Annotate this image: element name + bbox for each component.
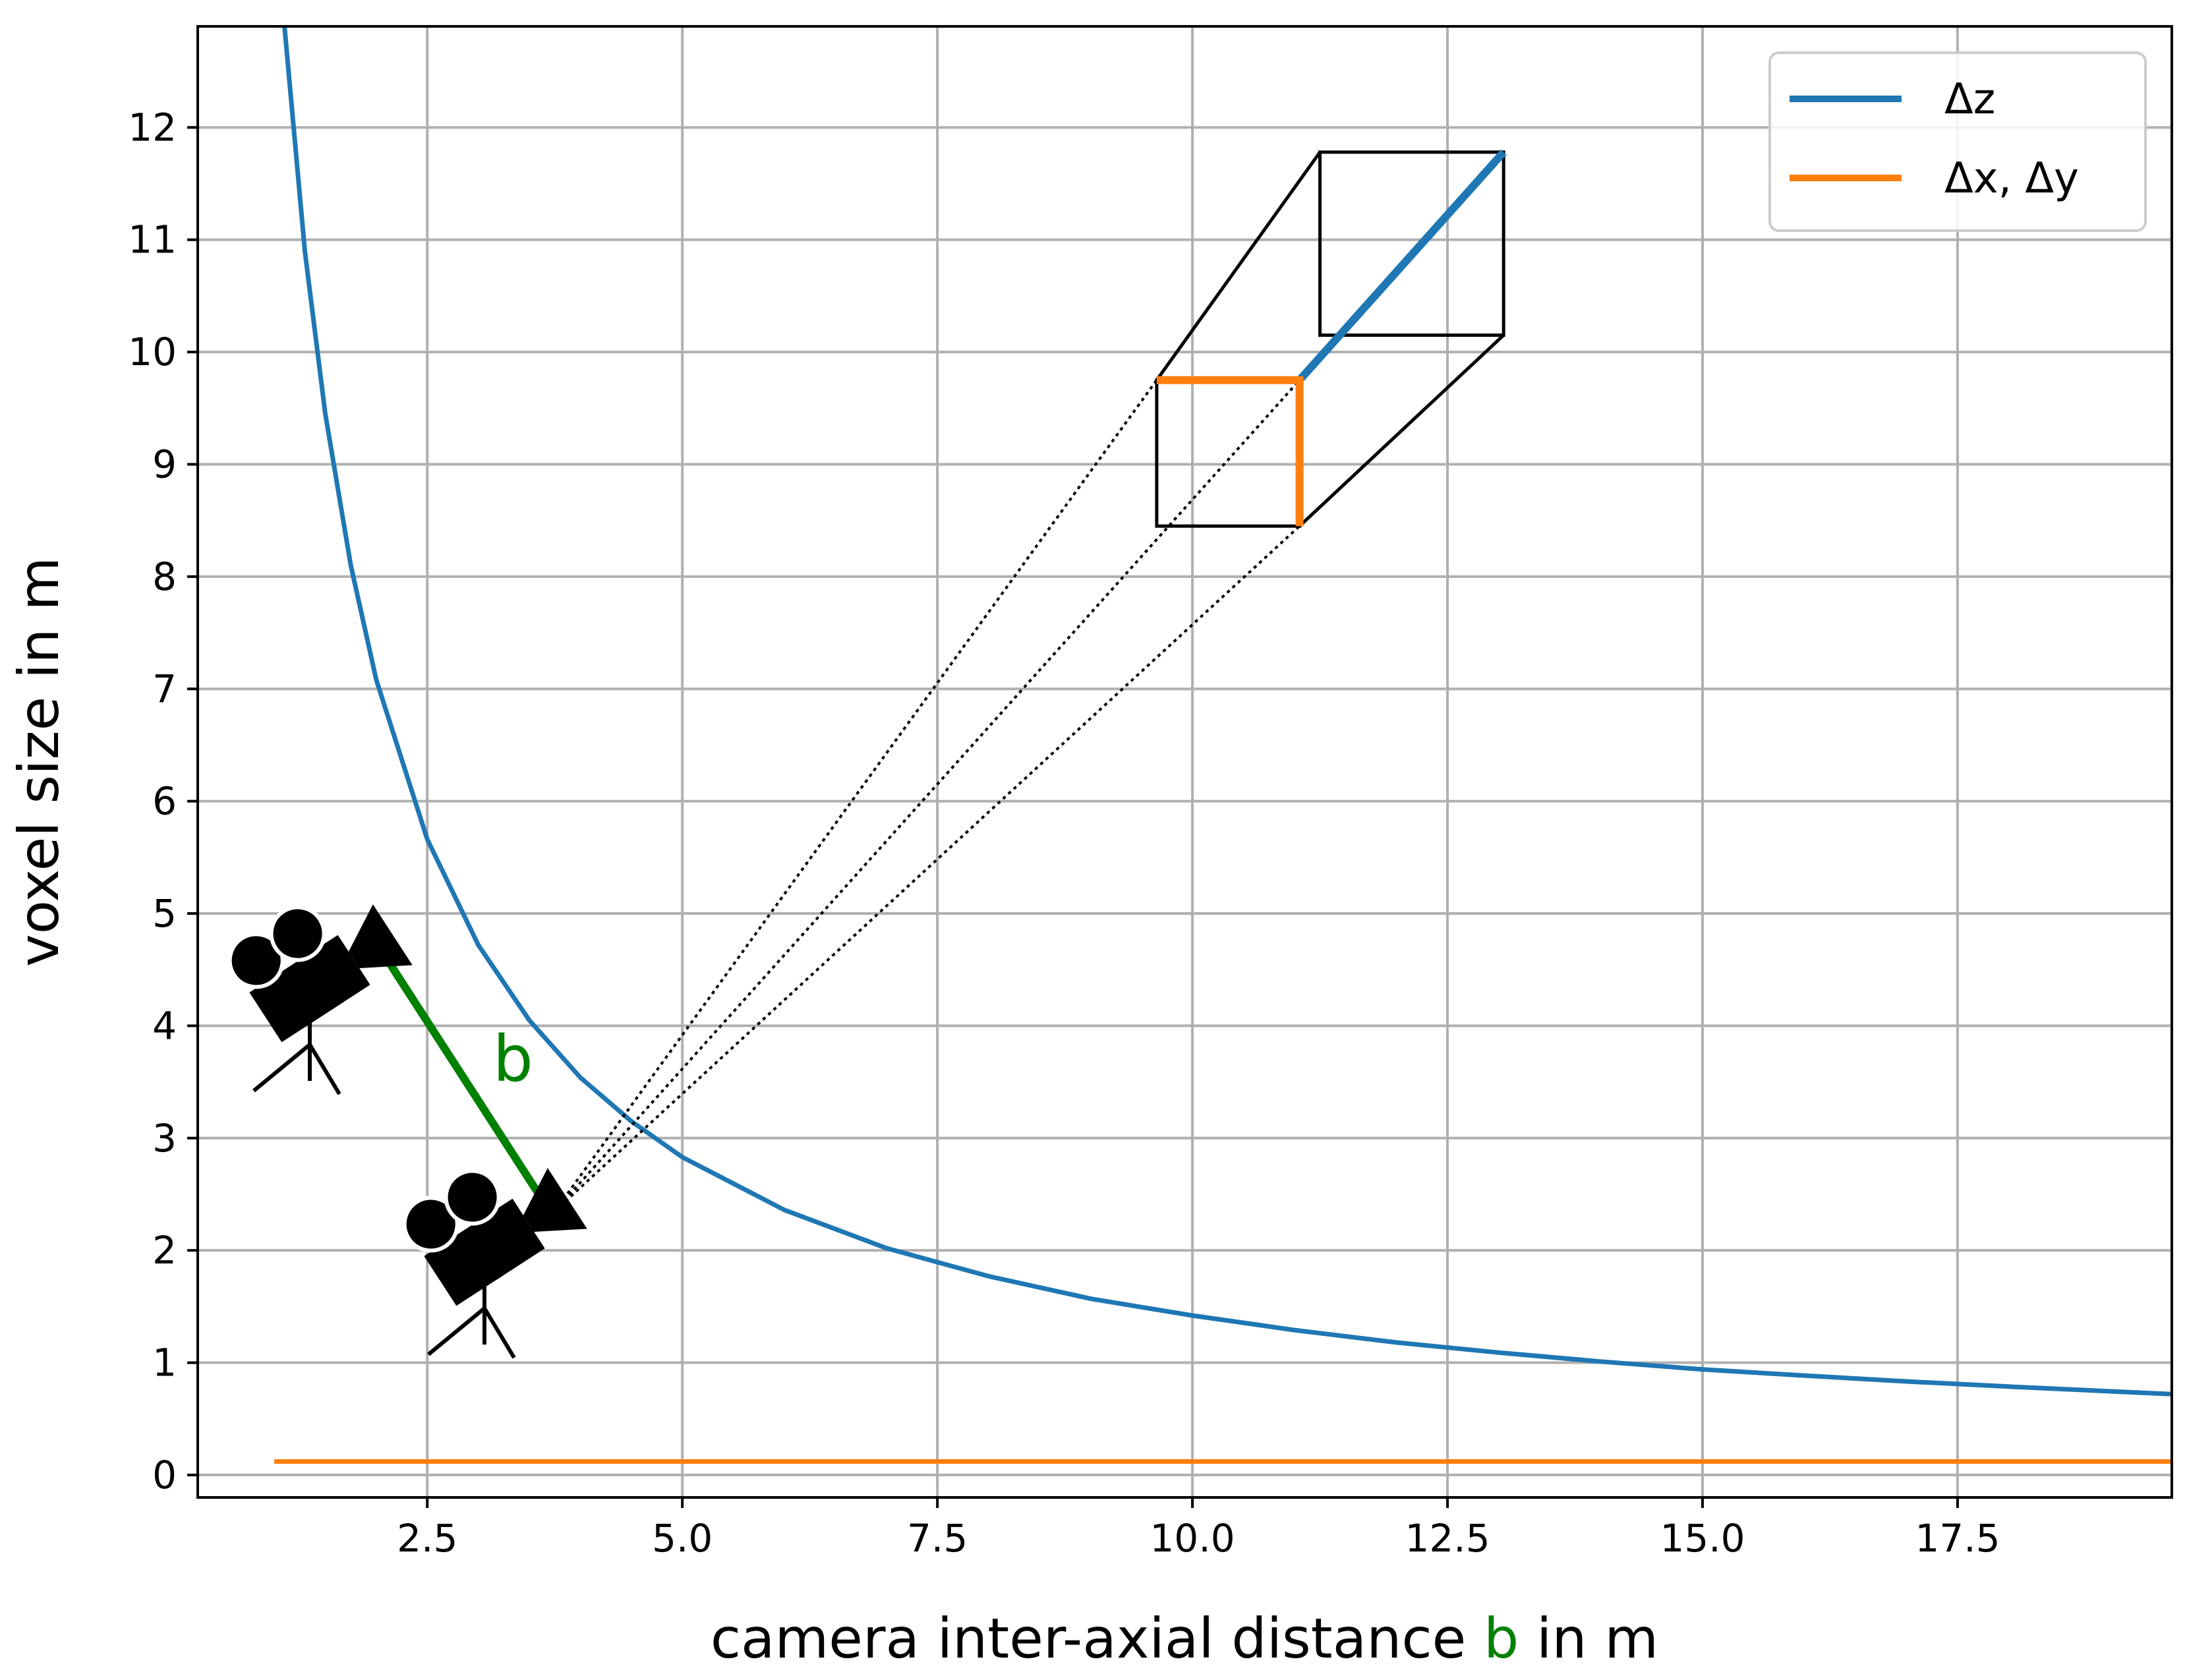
camera-reel [269,905,326,962]
y-tick-label: 7 [152,666,177,711]
camera-body [249,935,370,1043]
y-tick-label: 5 [152,891,177,936]
x-axis-label: camera inter-axial distance b in m [711,1606,1658,1671]
x-tick-label: 7.5 [907,1516,968,1561]
tripod-leg [427,1306,486,1356]
voxel-depth-dz [1296,149,1507,383]
voxel-edge [1298,333,1505,528]
y-tick-label: 4 [152,1003,177,1048]
camera-tripod [252,1015,341,1095]
tripod-leg [482,1307,516,1359]
x-axis-label-part-2: in m [1519,1606,1658,1671]
series-layer [274,26,2172,1464]
y-tick-label: 6 [152,779,177,824]
x-axis: 2.5 5.0 7.5 10.0 12.5 15.0 17.5 [397,1497,2000,1561]
x-tick-label: 2.5 [397,1516,457,1561]
voxel-edge [1155,151,1322,382]
frustum-ray [554,379,1301,1212]
camera-lens [523,1168,587,1232]
y-tick-label: 2 [152,1228,177,1273]
y-tick-label: 12 [128,105,177,150]
baseline-b-label: b [493,1022,533,1096]
y-tick-label: 3 [152,1116,177,1161]
camera-left [227,904,413,1095]
x-tick-label: 5.0 [652,1516,713,1561]
y-axis-label: voxel size in m [7,557,71,967]
camera-reel [444,1169,501,1226]
legend-label-dz: Δz [1944,75,1995,124]
legend: Δz Δx, Δy [1768,51,2147,232]
x-tick-label: 12.5 [1405,1516,1490,1561]
voxel-illustration: b [383,149,1507,1213]
y-tick-label: 9 [152,442,177,486]
series-line-dz [282,26,2172,1397]
voxel-width-dxdy [1156,376,1304,527]
baseline-b-line [383,956,554,1213]
camera-body [424,1198,545,1306]
y-tick-label: 10 [128,330,177,374]
y-tick-label: 0 [152,1453,177,1497]
x-tick-label: 17.5 [1915,1516,2000,1561]
tripod-leg [308,1043,341,1095]
y-tick-label: 11 [128,217,177,262]
frustum-ray [554,525,1300,1212]
camera-lens [348,904,413,969]
y-tick-label: 1 [152,1341,177,1385]
cameras [227,904,587,1359]
camera-tripod [427,1279,516,1359]
tripod-leg [252,1043,311,1093]
legend-label-dxdy: Δx, Δy [1944,154,2079,203]
x-axis-label-b: b [1484,1606,1519,1671]
x-tick-label: 15.0 [1660,1516,1745,1561]
camera-right [402,1168,587,1359]
x-axis-label-part-1: camera inter-axial distance [711,1606,1484,1671]
plot-frame [196,25,2173,1499]
y-tick-label: 8 [152,554,177,599]
x-tick-label: 10.0 [1150,1516,1235,1561]
voxel-back-face [1318,150,1505,337]
